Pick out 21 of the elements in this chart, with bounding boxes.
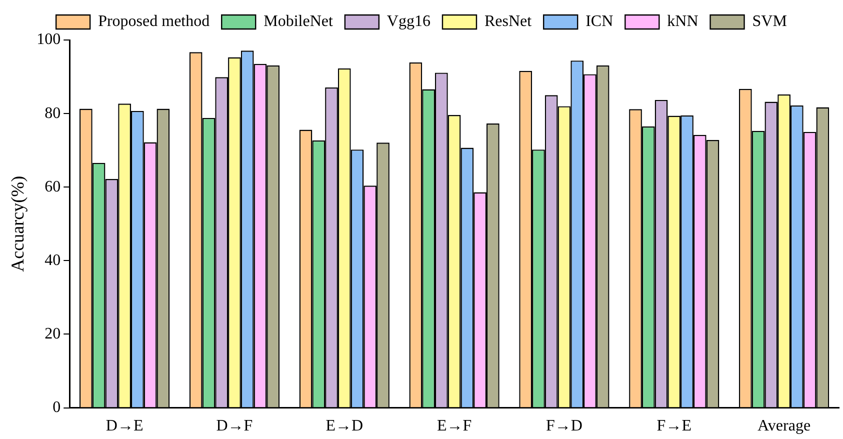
legend-label: ICN [586,13,614,30]
y-tick-label: 100 [36,31,61,48]
x-tick-label: E→F [436,418,472,435]
x-tick-label: D→F [216,418,253,435]
y-axis-title: Accuarcy(%) [8,176,28,272]
x-tick-label: D→E [106,418,144,435]
y-tick-label: 60 [44,178,61,196]
y-tick-label: 80 [44,104,61,122]
legend-label: ResNet [484,13,532,30]
x-tick-label: F→D [546,418,582,435]
legend-label: Proposed method [98,13,210,30]
legend-label: kNN [667,13,699,30]
y-tick-label: 0 [52,399,61,416]
y-tick-label: 20 [44,325,61,342]
legend-label: Vgg16 [386,13,430,30]
legend-label: SVM [752,13,787,30]
x-tick-label: Average [758,418,811,435]
x-tick-label: F→E [656,418,692,435]
legend-label: MobileNet [264,13,334,30]
y-tick-label: 40 [44,252,61,269]
x-tick-label: E→D [326,418,364,435]
